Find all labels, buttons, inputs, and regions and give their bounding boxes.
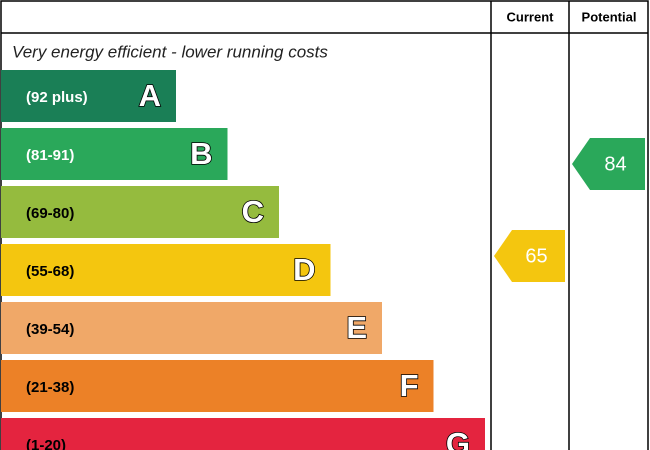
band-letter: C xyxy=(242,194,264,229)
band-letter: D xyxy=(293,252,315,287)
current-header: Current xyxy=(507,9,555,24)
band-bar xyxy=(1,186,279,238)
band-letter: A xyxy=(139,78,161,113)
band-range: (1-20) xyxy=(26,437,66,450)
rating-arrows: 65 84 xyxy=(494,138,645,282)
band-bar xyxy=(1,418,485,450)
band-range: (92 plus) xyxy=(26,89,88,106)
band-bar xyxy=(1,244,331,296)
potential-value: 84 xyxy=(604,153,626,175)
band-range: (39-54) xyxy=(26,321,74,338)
band-range: (21-38) xyxy=(26,379,74,396)
current-arrow xyxy=(494,230,565,282)
current-value: 65 xyxy=(525,245,547,267)
potential-header: Potential xyxy=(582,9,637,24)
band-bar xyxy=(1,70,176,122)
band-range: (81-91) xyxy=(26,147,74,164)
caption: Very energy efficient - lower running co… xyxy=(12,42,328,61)
band-bar xyxy=(1,360,434,412)
band-bar xyxy=(1,128,228,180)
band-range: (55-68) xyxy=(26,263,74,280)
band-bar xyxy=(1,302,382,354)
bands: (92 plus) A (81-91) B (69-80) C (55-68) D (39-54… xyxy=(1,70,485,450)
band-letter: E xyxy=(346,310,367,345)
band-range: (69-80) xyxy=(26,205,74,222)
potential-arrow xyxy=(572,138,645,190)
band-letter: B xyxy=(190,136,212,171)
band-letter: F xyxy=(400,368,419,403)
band-letter: G xyxy=(446,426,470,450)
